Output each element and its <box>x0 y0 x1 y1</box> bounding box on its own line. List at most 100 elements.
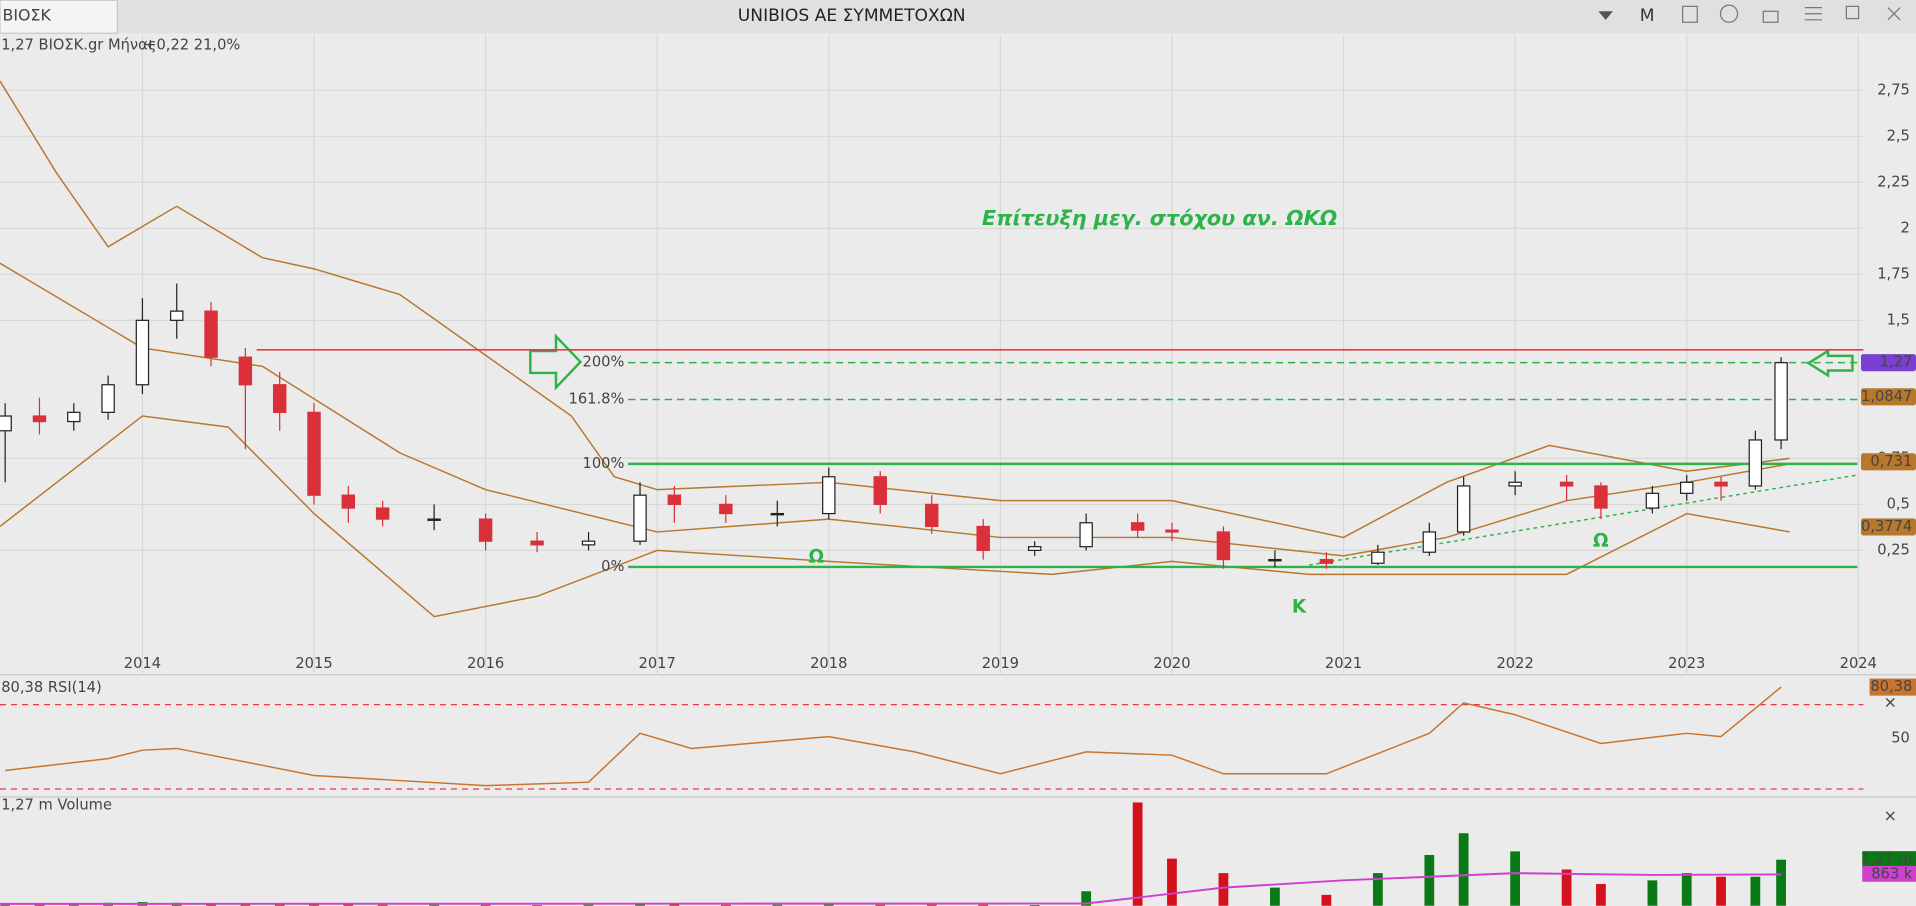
candle-body <box>1508 481 1522 487</box>
x-tick-label: 2018 <box>810 655 847 672</box>
candle-body <box>1774 362 1788 441</box>
change-text: +0,22 21,0% <box>144 36 240 53</box>
volume-bar <box>1647 880 1658 906</box>
y-tick-label: 2,25 <box>1877 173 1910 190</box>
candle-body <box>770 512 785 516</box>
candle-body <box>719 503 733 515</box>
volume-bar <box>1681 873 1692 906</box>
candle-body <box>976 525 990 551</box>
candle-body <box>427 518 441 521</box>
x-tick-label: 2017 <box>639 655 676 672</box>
panel-title: 80,38 RSI(14) <box>1 679 102 696</box>
x-tick-label: 2019 <box>982 655 1019 672</box>
candle-body <box>1748 439 1763 487</box>
volume-bar <box>429 904 440 906</box>
volume-bar <box>669 904 680 906</box>
title-bar <box>0 0 1916 34</box>
y-tick-label: 0,25 <box>1877 541 1910 558</box>
candle-body <box>341 494 356 509</box>
lock-icon[interactable] <box>1762 10 1779 23</box>
band-line <box>0 415 1790 618</box>
volume-bar <box>1561 869 1572 906</box>
price-label-box <box>1861 518 1916 536</box>
comment-icon[interactable] <box>1719 4 1739 23</box>
volume-bar <box>532 905 542 906</box>
price-label-box <box>1861 453 1916 471</box>
y-tick-label: 1,75 <box>1877 265 1910 282</box>
volume-bar <box>1716 876 1726 906</box>
value-label-box <box>1869 678 1916 696</box>
restore-icon[interactable] <box>1845 5 1860 20</box>
dropdown-icon[interactable] <box>1598 11 1613 20</box>
candle-body <box>1027 546 1042 551</box>
candle-body <box>1645 492 1660 509</box>
fib-label: 200% <box>583 354 625 371</box>
close-volume[interactable]: × <box>1884 806 1897 825</box>
volume-bar <box>1321 894 1332 906</box>
price-label: 0,731 <box>1870 453 1912 470</box>
candle-body <box>135 319 150 386</box>
candle-body <box>1319 558 1334 564</box>
candle-body <box>633 494 647 542</box>
volume-bar <box>309 903 319 906</box>
pattern-label: Ω <box>808 546 824 567</box>
candle-body <box>1268 558 1282 562</box>
annotation: Επίτευξη μεγ. στόχου αν. ΩΚΩ <box>982 206 1337 230</box>
x-tick-label: 2014 <box>124 655 161 672</box>
layout-icon[interactable] <box>1681 5 1698 23</box>
candle-body <box>1714 481 1728 487</box>
volume-bar <box>583 904 594 906</box>
volume-bar <box>1750 876 1761 906</box>
trend-line <box>1309 474 1859 566</box>
price-label: 0,3774 <box>1861 518 1912 535</box>
volume-bar <box>1029 905 1040 906</box>
y-tick-label: 2,75 <box>1877 81 1910 98</box>
volume-bar <box>875 904 886 906</box>
close-icon[interactable] <box>1887 7 1901 21</box>
volume-bar <box>1596 883 1606 906</box>
volume-bar <box>377 904 388 906</box>
value-label: 1,27 m <box>1861 851 1913 868</box>
value-label-box <box>1862 851 1916 868</box>
candle-body <box>1165 529 1179 533</box>
x-tick-label: 2020 <box>1153 655 1190 672</box>
value-label: 80,38 <box>1870 678 1912 695</box>
volume-bar <box>1776 859 1786 906</box>
volume-bar <box>1424 854 1435 906</box>
volume-bar <box>1270 887 1280 906</box>
menu-icon[interactable] <box>1804 6 1822 21</box>
candle-body <box>873 476 887 505</box>
candle-body <box>1371 551 1385 564</box>
price-label-box <box>1861 354 1916 372</box>
candle-body <box>1130 522 1145 531</box>
y-tick-label: 50 <box>1891 729 1910 746</box>
volume-bar <box>772 904 783 906</box>
x-tick-label: 2015 <box>295 655 332 672</box>
x-tick-label: 2024 <box>1840 655 1877 672</box>
candle-body <box>667 494 682 505</box>
period-button[interactable]: M <box>1640 6 1655 26</box>
volume-bar <box>823 904 834 906</box>
candle-body <box>1422 531 1437 553</box>
y-tick-label: 0,5 <box>1887 495 1910 512</box>
symbol-tab[interactable] <box>0 0 118 34</box>
volume-bar <box>926 904 937 906</box>
volume-bar <box>1510 851 1521 906</box>
volume-bar <box>343 904 354 906</box>
volume-bar <box>240 903 251 906</box>
x-tick-label: 2021 <box>1325 655 1362 672</box>
value-label: 863 k <box>1871 865 1913 882</box>
candle-body <box>307 411 321 496</box>
candle-body <box>1559 481 1574 487</box>
x-tick-label: 2022 <box>1496 655 1533 672</box>
candle-body <box>170 310 184 321</box>
candle-body <box>0 415 12 432</box>
volume-bar <box>1218 873 1229 906</box>
band-line <box>0 80 1790 539</box>
close-rsi[interactable]: × <box>1884 692 1897 711</box>
candle-body <box>375 507 390 520</box>
fib-label: 161.8% <box>569 390 625 407</box>
candle-body <box>101 384 115 413</box>
fib-label: 100% <box>583 455 625 472</box>
candle-body <box>32 415 47 423</box>
